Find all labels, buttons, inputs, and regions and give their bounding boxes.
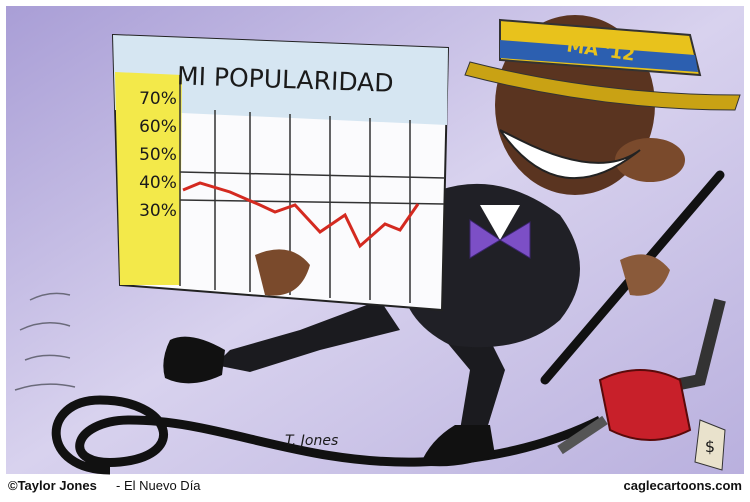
scale-label: 60% [139, 117, 177, 137]
scale-label: 40% [139, 173, 177, 193]
scale-label: 50% [139, 145, 177, 165]
smile [499, 129, 641, 180]
scale-label: 70% [139, 89, 177, 109]
credit: ©Taylor Jones [8, 478, 97, 493]
nozzle [598, 369, 692, 441]
sign-scale-strip [115, 72, 182, 285]
popularity-sign: MI POPULARIDAD 70% 60% 50% 40% 30% [111, 33, 450, 312]
shirt [480, 205, 520, 240]
motion-lines [14, 292, 76, 391]
sign-title-band [113, 35, 448, 125]
sign-trend-line [182, 181, 420, 249]
price-tag [694, 419, 726, 471]
shoe-back [163, 336, 225, 384]
hand-right [620, 254, 670, 296]
site: caglecartoons.com [624, 478, 743, 493]
sign-grid [179, 75, 446, 303]
price-tag-text: $ [705, 437, 715, 456]
nozzle-spout [557, 415, 608, 455]
suit [400, 183, 580, 348]
hat-brim [464, 61, 741, 111]
signature: T. Jones [285, 433, 338, 449]
shoe-front [420, 425, 495, 467]
bow-tie [469, 219, 531, 259]
hat-band [500, 40, 698, 72]
scale-label: 30% [139, 201, 177, 221]
ear [615, 138, 685, 182]
leg-back [215, 300, 400, 372]
hand-left [255, 249, 310, 296]
source: - El Nuevo Día [116, 478, 201, 493]
